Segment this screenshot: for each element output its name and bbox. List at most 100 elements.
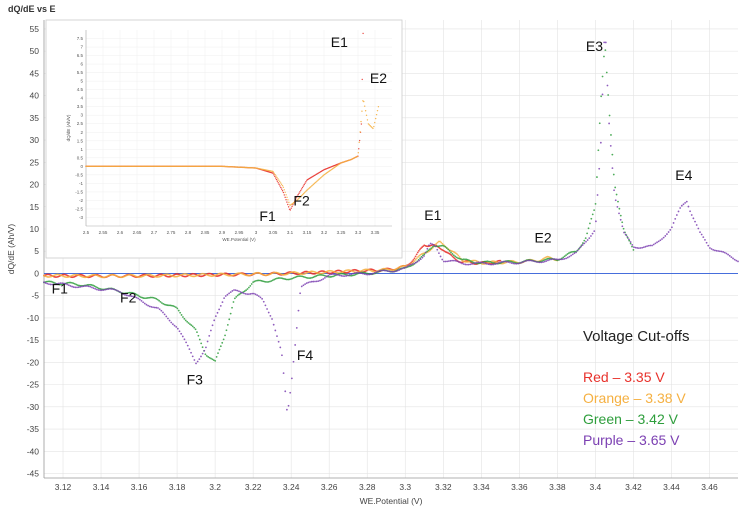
- data-point: [383, 269, 386, 272]
- data-point: [354, 273, 357, 276]
- data-point: [317, 280, 320, 282]
- data-point: [315, 275, 318, 277]
- data-point: [621, 221, 624, 224]
- inset-x-tick-label: 2.65: [133, 230, 142, 235]
- x-tick-label: 3.46: [701, 482, 718, 492]
- data-point: [730, 256, 733, 259]
- inset-x-tick-label: 2.8: [185, 230, 192, 235]
- data-point: [323, 274, 326, 277]
- data-point: [692, 217, 695, 220]
- data-point: [310, 280, 313, 283]
- data-point: [423, 253, 426, 256]
- data-point: [458, 256, 461, 258]
- data-point: [158, 308, 161, 311]
- data-point: [340, 274, 343, 277]
- data-point: [335, 273, 338, 276]
- data-point: [568, 255, 571, 258]
- inset-data-point: [318, 178, 320, 181]
- data-point: [487, 260, 490, 263]
- data-point: [685, 200, 688, 203]
- inset-data-point: [300, 188, 303, 190]
- inset-data-point: [274, 175, 276, 178]
- data-point: [522, 261, 525, 263]
- data-point: [448, 249, 451, 252]
- data-point: [246, 293, 249, 295]
- inset-data-point: [296, 195, 298, 197]
- data-point: [104, 288, 107, 291]
- data-point: [182, 316, 184, 318]
- data-point: [44, 282, 47, 284]
- data-point: [512, 262, 515, 265]
- data-point: [621, 225, 624, 228]
- data-point: [211, 324, 214, 327]
- data-point: [297, 275, 299, 278]
- data-point: [373, 272, 376, 274]
- data-point: [515, 262, 518, 265]
- data-point: [396, 269, 399, 272]
- data-point: [99, 288, 102, 290]
- data-point: [615, 193, 618, 196]
- data-point: [401, 267, 404, 270]
- inset-data-point: [313, 182, 316, 185]
- x-tick-label: 3.28: [359, 482, 376, 492]
- data-point: [129, 295, 131, 297]
- data-point: [605, 71, 608, 74]
- data-point: [597, 149, 600, 152]
- data-point: [628, 238, 630, 241]
- data-point: [572, 250, 574, 253]
- annotation-e2: E2: [535, 229, 552, 245]
- data-point: [699, 231, 701, 234]
- data-point: [115, 289, 118, 292]
- data-point: [705, 241, 708, 244]
- data-point: [507, 261, 510, 263]
- data-point: [74, 286, 77, 289]
- data-point: [276, 277, 278, 280]
- inset-data-point: [301, 193, 304, 196]
- data-point: [160, 302, 163, 304]
- inset-data-point: [301, 186, 304, 189]
- data-point: [580, 245, 582, 248]
- data-point: [328, 273, 331, 276]
- inset-x-tick-label: 3.3: [355, 230, 362, 235]
- inset-data-point: [312, 183, 315, 186]
- inset-data-point: [363, 105, 366, 107]
- data-point: [297, 309, 300, 312]
- data-point: [221, 301, 224, 303]
- inset-y-tick-label: 7.5: [77, 36, 84, 41]
- data-point: [438, 252, 440, 255]
- data-point: [416, 251, 419, 254]
- inset-data-point: [300, 194, 303, 197]
- data-point: [433, 244, 435, 247]
- annotation-f2: F2: [120, 289, 137, 305]
- inset-data-point: [286, 201, 288, 203]
- data-point: [342, 275, 344, 277]
- data-point: [269, 280, 271, 283]
- data-point: [138, 295, 141, 298]
- inset-data-point: [281, 184, 284, 187]
- inset-y-tick-label: 7: [80, 45, 83, 50]
- data-point: [426, 250, 429, 253]
- data-point: [169, 304, 172, 307]
- inset-data-point: [359, 131, 361, 133]
- x-tick-label: 3.22: [245, 482, 262, 492]
- inset-data-point: [290, 207, 292, 209]
- data-point: [426, 247, 429, 250]
- data-point: [46, 282, 49, 285]
- data-point: [152, 296, 155, 299]
- data-point: [343, 273, 346, 275]
- data-point: [587, 227, 590, 230]
- data-point: [421, 256, 424, 259]
- data-point: [495, 262, 498, 265]
- data-point: [337, 274, 340, 276]
- data-point: [158, 299, 160, 302]
- data-point: [266, 281, 269, 283]
- data-point: [462, 258, 465, 261]
- data-point: [246, 288, 249, 290]
- data-point: [442, 260, 445, 263]
- data-point: [144, 297, 146, 300]
- data-point: [256, 294, 259, 296]
- y-tick-label: 10: [30, 224, 40, 234]
- data-point: [187, 322, 190, 324]
- data-point: [69, 281, 72, 284]
- inset-data-point: [298, 192, 300, 195]
